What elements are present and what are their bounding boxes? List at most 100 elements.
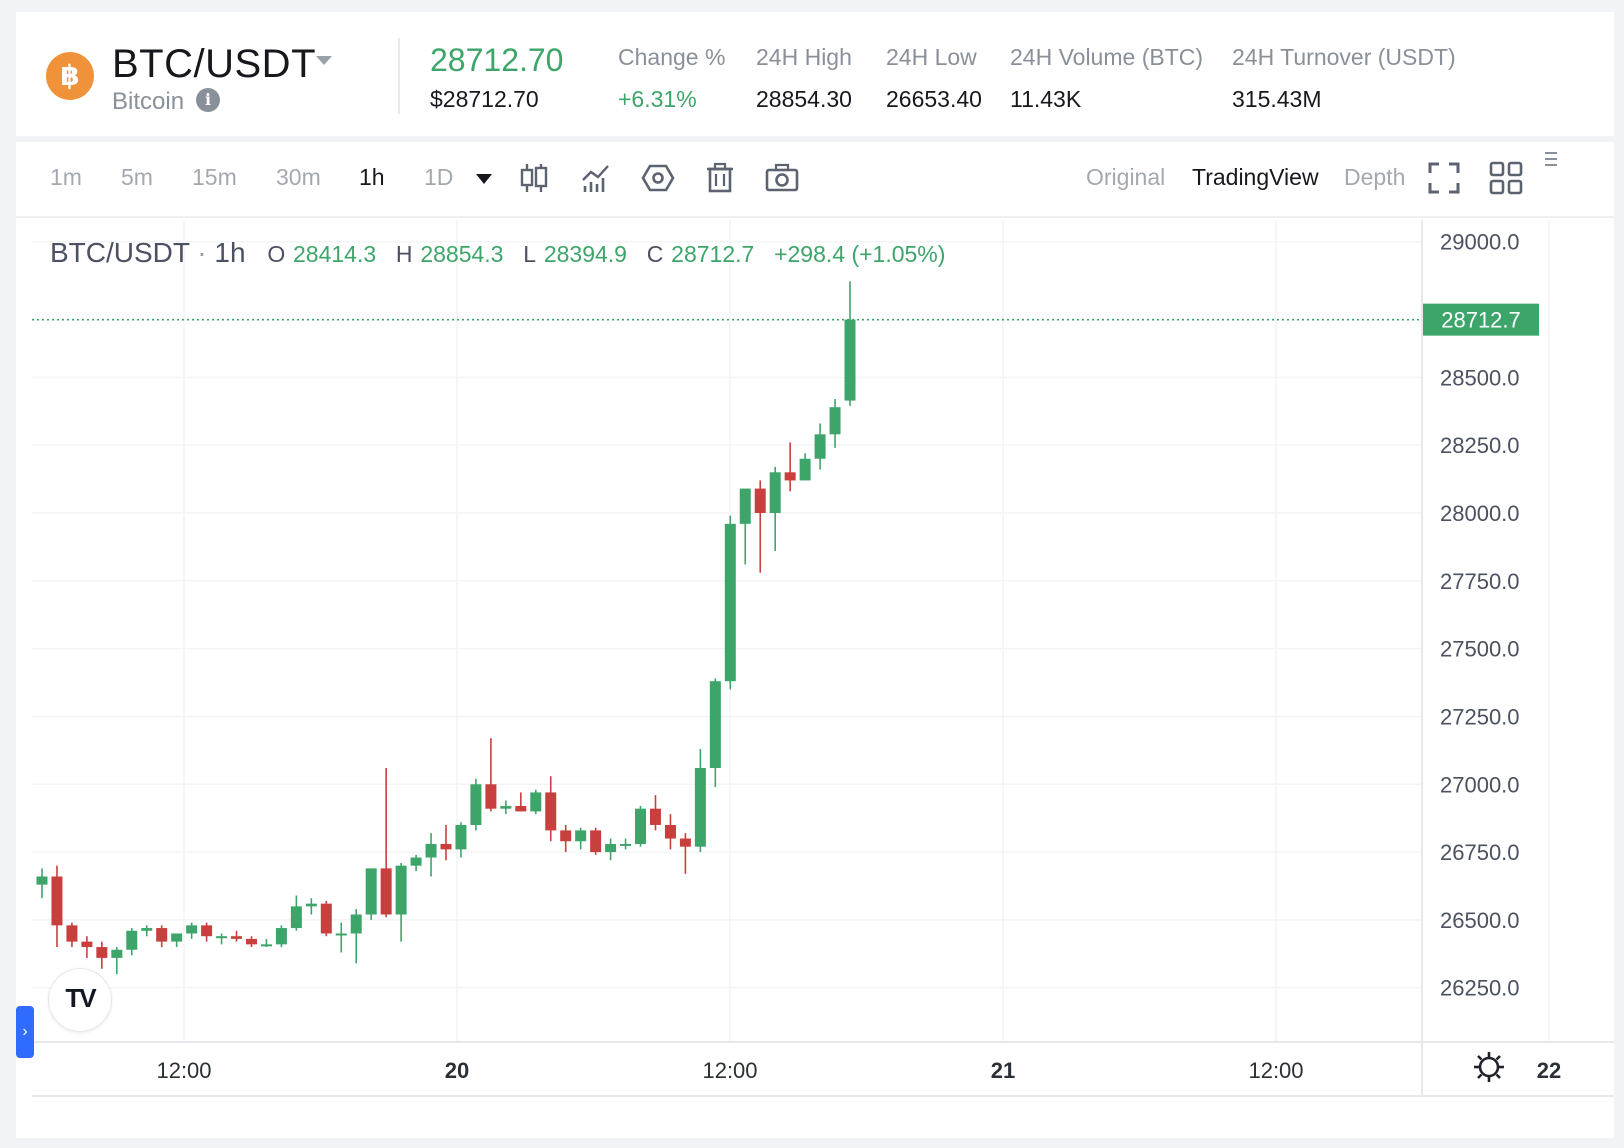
candle-body <box>260 944 272 947</box>
candle-body <box>590 830 602 853</box>
candle-body <box>245 938 257 945</box>
candle-body <box>305 903 317 907</box>
candle <box>530 789 542 815</box>
candle <box>51 865 63 948</box>
candle-body <box>186 925 198 934</box>
candle <box>500 800 512 815</box>
candle-body <box>201 925 213 937</box>
candle-body <box>81 941 93 948</box>
candle-body <box>649 808 661 825</box>
chart-settings-icon[interactable] <box>1472 1050 1506 1084</box>
candle <box>844 281 856 406</box>
y-tick-label: 27000.0 <box>1440 772 1520 797</box>
candle-body <box>530 792 542 812</box>
fullscreen-icon[interactable] <box>1426 160 1462 196</box>
settings-hex-icon[interactable] <box>640 160 676 196</box>
candle-body <box>829 407 841 435</box>
candle <box>111 947 123 975</box>
stat-value-24h-volume: 11.43K <box>1010 86 1082 112</box>
candle-body <box>694 768 706 847</box>
legend-low: 28394.9 <box>544 241 627 267</box>
bitcoin-logo-icon: ฿ <box>46 52 94 100</box>
candle-body <box>724 523 736 682</box>
view-depth[interactable]: Depth <box>1344 164 1406 190</box>
candle-body <box>66 925 78 942</box>
candle <box>605 838 617 861</box>
timeframe-15m[interactable]: 15m <box>192 164 237 190</box>
candle <box>186 922 198 939</box>
indicators-icon[interactable] <box>578 160 614 196</box>
candle <box>754 480 766 573</box>
timeframe-1d[interactable]: 1D <box>424 164 454 190</box>
candle <box>515 792 527 812</box>
candle <box>395 862 407 942</box>
ticker-header: ฿ BTC/USDT Bitcoin i 28712.70 $28712.70 … <box>16 12 1614 136</box>
candle-body <box>36 876 48 885</box>
candle-body <box>216 936 228 939</box>
pair-title[interactable]: BTC/USDT <box>112 42 316 86</box>
candle-body <box>470 784 482 825</box>
candle <box>560 824 572 853</box>
candle <box>335 922 347 953</box>
candle-body <box>560 830 572 842</box>
info-icon[interactable]: i <box>196 88 220 112</box>
timeframe-5m[interactable]: 5m <box>121 164 153 190</box>
candlestick-type-icon[interactable] <box>516 160 552 196</box>
candle <box>425 833 437 877</box>
candle <box>470 778 482 831</box>
candle-body <box>455 824 467 850</box>
camera-icon[interactable] <box>764 160 800 196</box>
view-original[interactable]: Original <box>1086 164 1166 190</box>
candle <box>36 868 48 899</box>
side-panel-toggle[interactable]: › <box>16 1006 34 1058</box>
stat-value-24h-low: 26653.40 <box>886 86 982 112</box>
candle <box>784 442 796 492</box>
candle <box>275 925 287 948</box>
timeframe-1h[interactable]: 1h <box>359 164 385 190</box>
y-tick-label: 27250.0 <box>1440 704 1520 729</box>
stat-value-change: +6.31% <box>618 86 697 112</box>
candle-body <box>111 949 123 958</box>
menu-icon[interactable] <box>1544 150 1558 170</box>
candle <box>620 838 632 850</box>
candle-body <box>485 784 497 809</box>
tradingview-logo-icon[interactable]: TV <box>48 968 112 1032</box>
timeframe-30m[interactable]: 30m <box>276 164 321 190</box>
candle-body <box>620 843 632 846</box>
candle-body <box>425 843 437 858</box>
candle-body <box>769 472 781 513</box>
candle-body <box>664 824 676 839</box>
candle <box>769 466 781 551</box>
x-tick-label: 21 <box>991 1058 1015 1083</box>
candle <box>440 824 452 861</box>
candle <box>545 776 557 842</box>
candle <box>365 868 377 920</box>
candle-body <box>141 928 153 931</box>
stat-label-24h-volume: 24H Volume (BTC) <box>1010 44 1204 70</box>
layout-grid-icon[interactable] <box>1488 160 1524 196</box>
candle-body <box>410 857 422 866</box>
last-price-tag-bg <box>1422 303 1539 336</box>
candle <box>260 938 272 948</box>
candle-body <box>51 876 63 926</box>
candle-body <box>545 792 557 831</box>
timeframe-dropdown-icon[interactable] <box>476 174 492 184</box>
candle <box>201 922 213 942</box>
candle <box>305 898 317 915</box>
stat-value-24h-high: 28854.30 <box>756 86 852 112</box>
stat-value-24h-turnover: 315.43M <box>1232 86 1322 112</box>
timeframe-1m[interactable]: 1m <box>50 164 82 190</box>
candle <box>216 933 228 945</box>
view-tradingview[interactable]: TradingView <box>1192 164 1319 190</box>
candle <box>724 515 736 690</box>
price-chart[interactable]: 26250.0 26500.0 26750.0 27000.0 27250.0 27500… <box>16 142 1614 1138</box>
candle-body <box>739 488 751 524</box>
pair-dropdown-caret-icon[interactable] <box>316 56 332 65</box>
y-tick-label: 29000.0 <box>1440 230 1520 255</box>
x-tick-label: 12:00 <box>702 1058 757 1083</box>
candle-body <box>171 933 183 942</box>
candle <box>664 814 676 850</box>
candle <box>575 827 587 850</box>
candle-body <box>844 319 856 401</box>
delete-icon[interactable] <box>702 160 738 196</box>
